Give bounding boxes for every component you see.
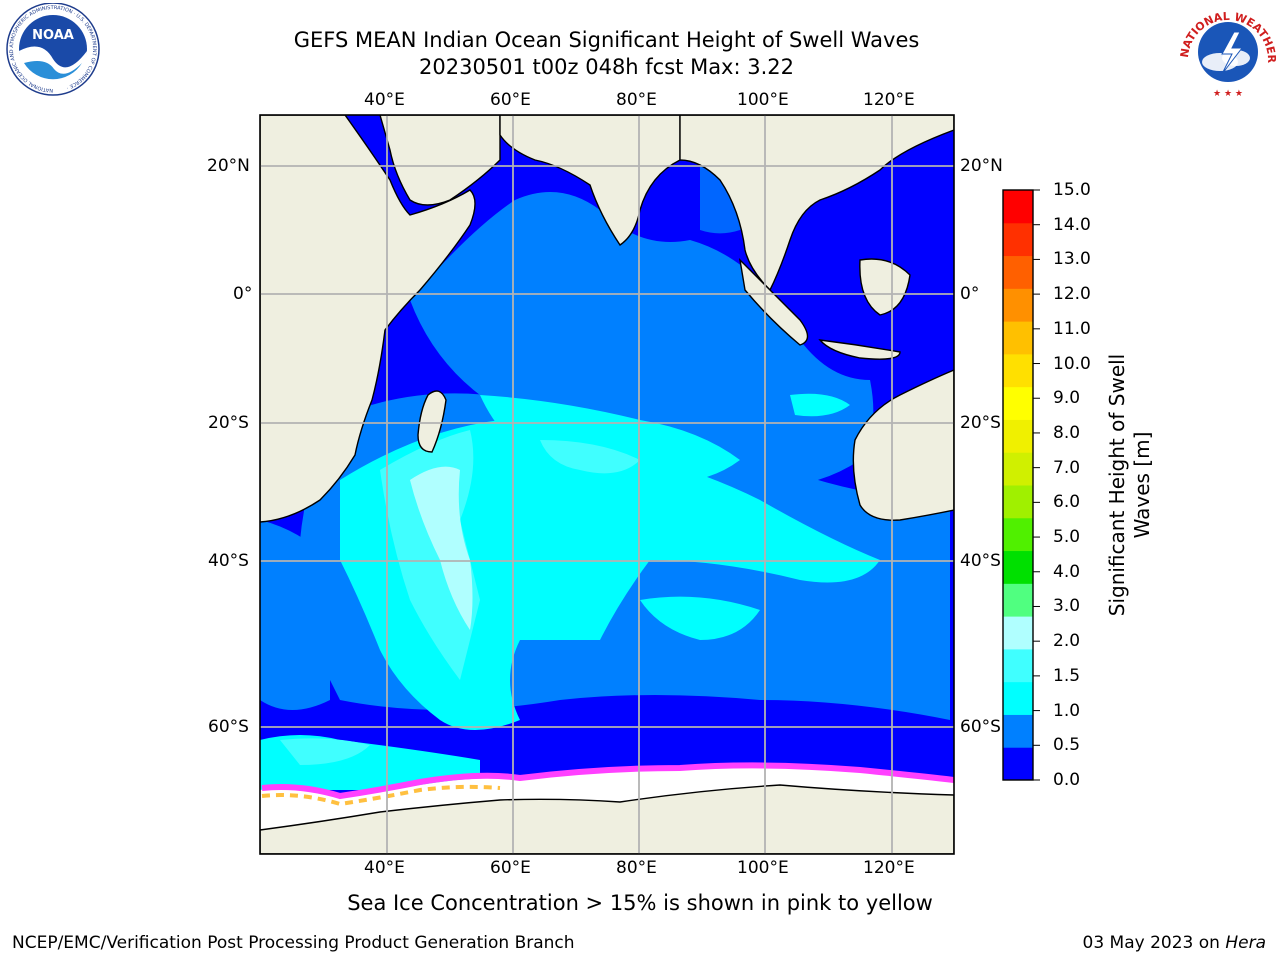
- colorbar-tick-label: 9.0: [1053, 388, 1081, 409]
- land-sumatra: [738, 257, 809, 346]
- colorbar-segment: [1003, 255, 1033, 289]
- colorbar-segment: [1003, 681, 1033, 715]
- chart-subtitle: 20230501 t00z 048h fcst Max: 3.22: [419, 55, 794, 79]
- lon-label-top: 60°E: [490, 90, 531, 110]
- colorbar-segment: [1003, 353, 1033, 388]
- colorbar-segment: [1003, 747, 1033, 781]
- colorbar-tick-label: 1.5: [1053, 665, 1081, 686]
- colorbar-segment: [1003, 190, 1033, 224]
- colorbar-segment: [1003, 452, 1033, 486]
- land-southeast-asia: [679, 115, 954, 292]
- lat-label-left: 40°S: [208, 551, 249, 571]
- colorbar-tick-label: 3.0: [1053, 596, 1081, 617]
- swell-field-max: [410, 466, 473, 630]
- lat-label-right: 20°N: [960, 156, 1003, 176]
- colorbar-label-line1: Significant Height of Swell: [1105, 353, 1129, 617]
- colorbar-segment: [1003, 485, 1033, 519]
- colorbar-tick-label: 12.0: [1053, 284, 1091, 305]
- colorbar-segment: [1003, 386, 1033, 420]
- lat-label-right: 0°: [960, 284, 980, 304]
- land-africa: [260, 115, 476, 523]
- footer-date-text: 03 May 2023 on: [1082, 933, 1226, 953]
- footer-host: Hera: [1225, 933, 1266, 953]
- lat-label-left: 20°N: [207, 156, 250, 176]
- colorbar-tick-label: 11.0: [1053, 318, 1091, 339]
- swell-field-high: [260, 393, 880, 790]
- noaa-logo: NATIONAL OCEANIC AND ATMOSPHERIC ADMINIS…: [6, 3, 100, 96]
- colorbar-segment: [1003, 583, 1033, 617]
- colorbar-tick-label: 7.0: [1053, 457, 1081, 478]
- land-australia: [852, 369, 954, 521]
- colorbar: [1002, 189, 1040, 781]
- lon-label-top: 120°E: [863, 90, 915, 110]
- colorbar-tick-label: 1.0: [1053, 700, 1081, 721]
- footer-credit: NCEP/EMC/Verification Post Processing Pr…: [12, 933, 575, 953]
- land-arabia: [379, 115, 501, 206]
- colorbar-label-line2: Waves [m]: [1130, 431, 1154, 539]
- land-india: [499, 115, 681, 246]
- colorbar-segment: [1003, 616, 1033, 650]
- colorbar-segment: [1003, 419, 1033, 453]
- colorbar-tick-label: 6.0: [1053, 492, 1081, 513]
- land-antarctica: [260, 784, 954, 854]
- colorbar-segment: [1003, 321, 1033, 355]
- svg-text:★ ★ ★: ★ ★ ★: [1213, 89, 1243, 99]
- lon-label-bottom: 100°E: [737, 858, 789, 878]
- lon-label-bottom: 60°E: [490, 858, 531, 878]
- sea-ice-note: Sea Ice Concentration > 15% is shown in …: [347, 891, 933, 915]
- footer-date: 03 May 2023 on Hera: [1083, 933, 1267, 953]
- colorbar-segment: [1003, 550, 1033, 584]
- chart-title: GEFS MEAN Indian Ocean Significant Heigh…: [293, 28, 920, 52]
- lat-label-right: 40°S: [960, 551, 1001, 571]
- colorbar-tick-label: 5.0: [1053, 527, 1081, 548]
- lon-label-top: 40°E: [364, 90, 405, 110]
- colorbar-tick-label: 2.0: [1053, 631, 1081, 652]
- noaa-text: NOAA: [32, 28, 74, 43]
- colorbar-segment: [1003, 714, 1033, 748]
- lon-label-bottom: 80°E: [616, 858, 657, 878]
- colorbar-segment: [1003, 648, 1033, 683]
- lon-label-bottom: 40°E: [364, 858, 405, 878]
- sea-ice-edge: [261, 762, 954, 807]
- colorbar-tick-label: 15.0: [1053, 180, 1091, 200]
- lon-label-top: 100°E: [737, 90, 789, 110]
- colorbar-tick-label: 10.0: [1053, 353, 1091, 374]
- colorbar-tick-label: 0.0: [1053, 770, 1081, 790]
- colorbar-segment: [1003, 517, 1033, 552]
- colorbar-tick-label: 8.0: [1053, 422, 1081, 443]
- lat-label-right: 60°S: [960, 717, 1001, 737]
- land-madagascar: [417, 390, 447, 453]
- lon-label-bottom: 120°E: [863, 858, 915, 878]
- lat-label-left: 20°S: [208, 413, 249, 433]
- land: [260, 115, 954, 854]
- colorbar-segment: [1003, 222, 1033, 257]
- colorbar-segment: [1003, 288, 1033, 322]
- colorbar-tick-label: 0.5: [1053, 735, 1081, 756]
- lat-label-left: 0°: [233, 284, 253, 304]
- graticule: [260, 115, 954, 854]
- colorbar-tick-label: 14.0: [1053, 214, 1091, 235]
- lat-label-right: 20°S: [960, 413, 1001, 433]
- lat-label-left: 60°S: [208, 717, 249, 737]
- colorbar-tick-label: 13.0: [1053, 249, 1091, 270]
- colorbar-tick-label: 4.0: [1053, 561, 1081, 582]
- lon-label-top: 80°E: [616, 90, 657, 110]
- nws-logo: NATIONAL WEATHER SERVICE ★ ★ ★: [1176, 2, 1278, 99]
- map-frame: [259, 114, 955, 855]
